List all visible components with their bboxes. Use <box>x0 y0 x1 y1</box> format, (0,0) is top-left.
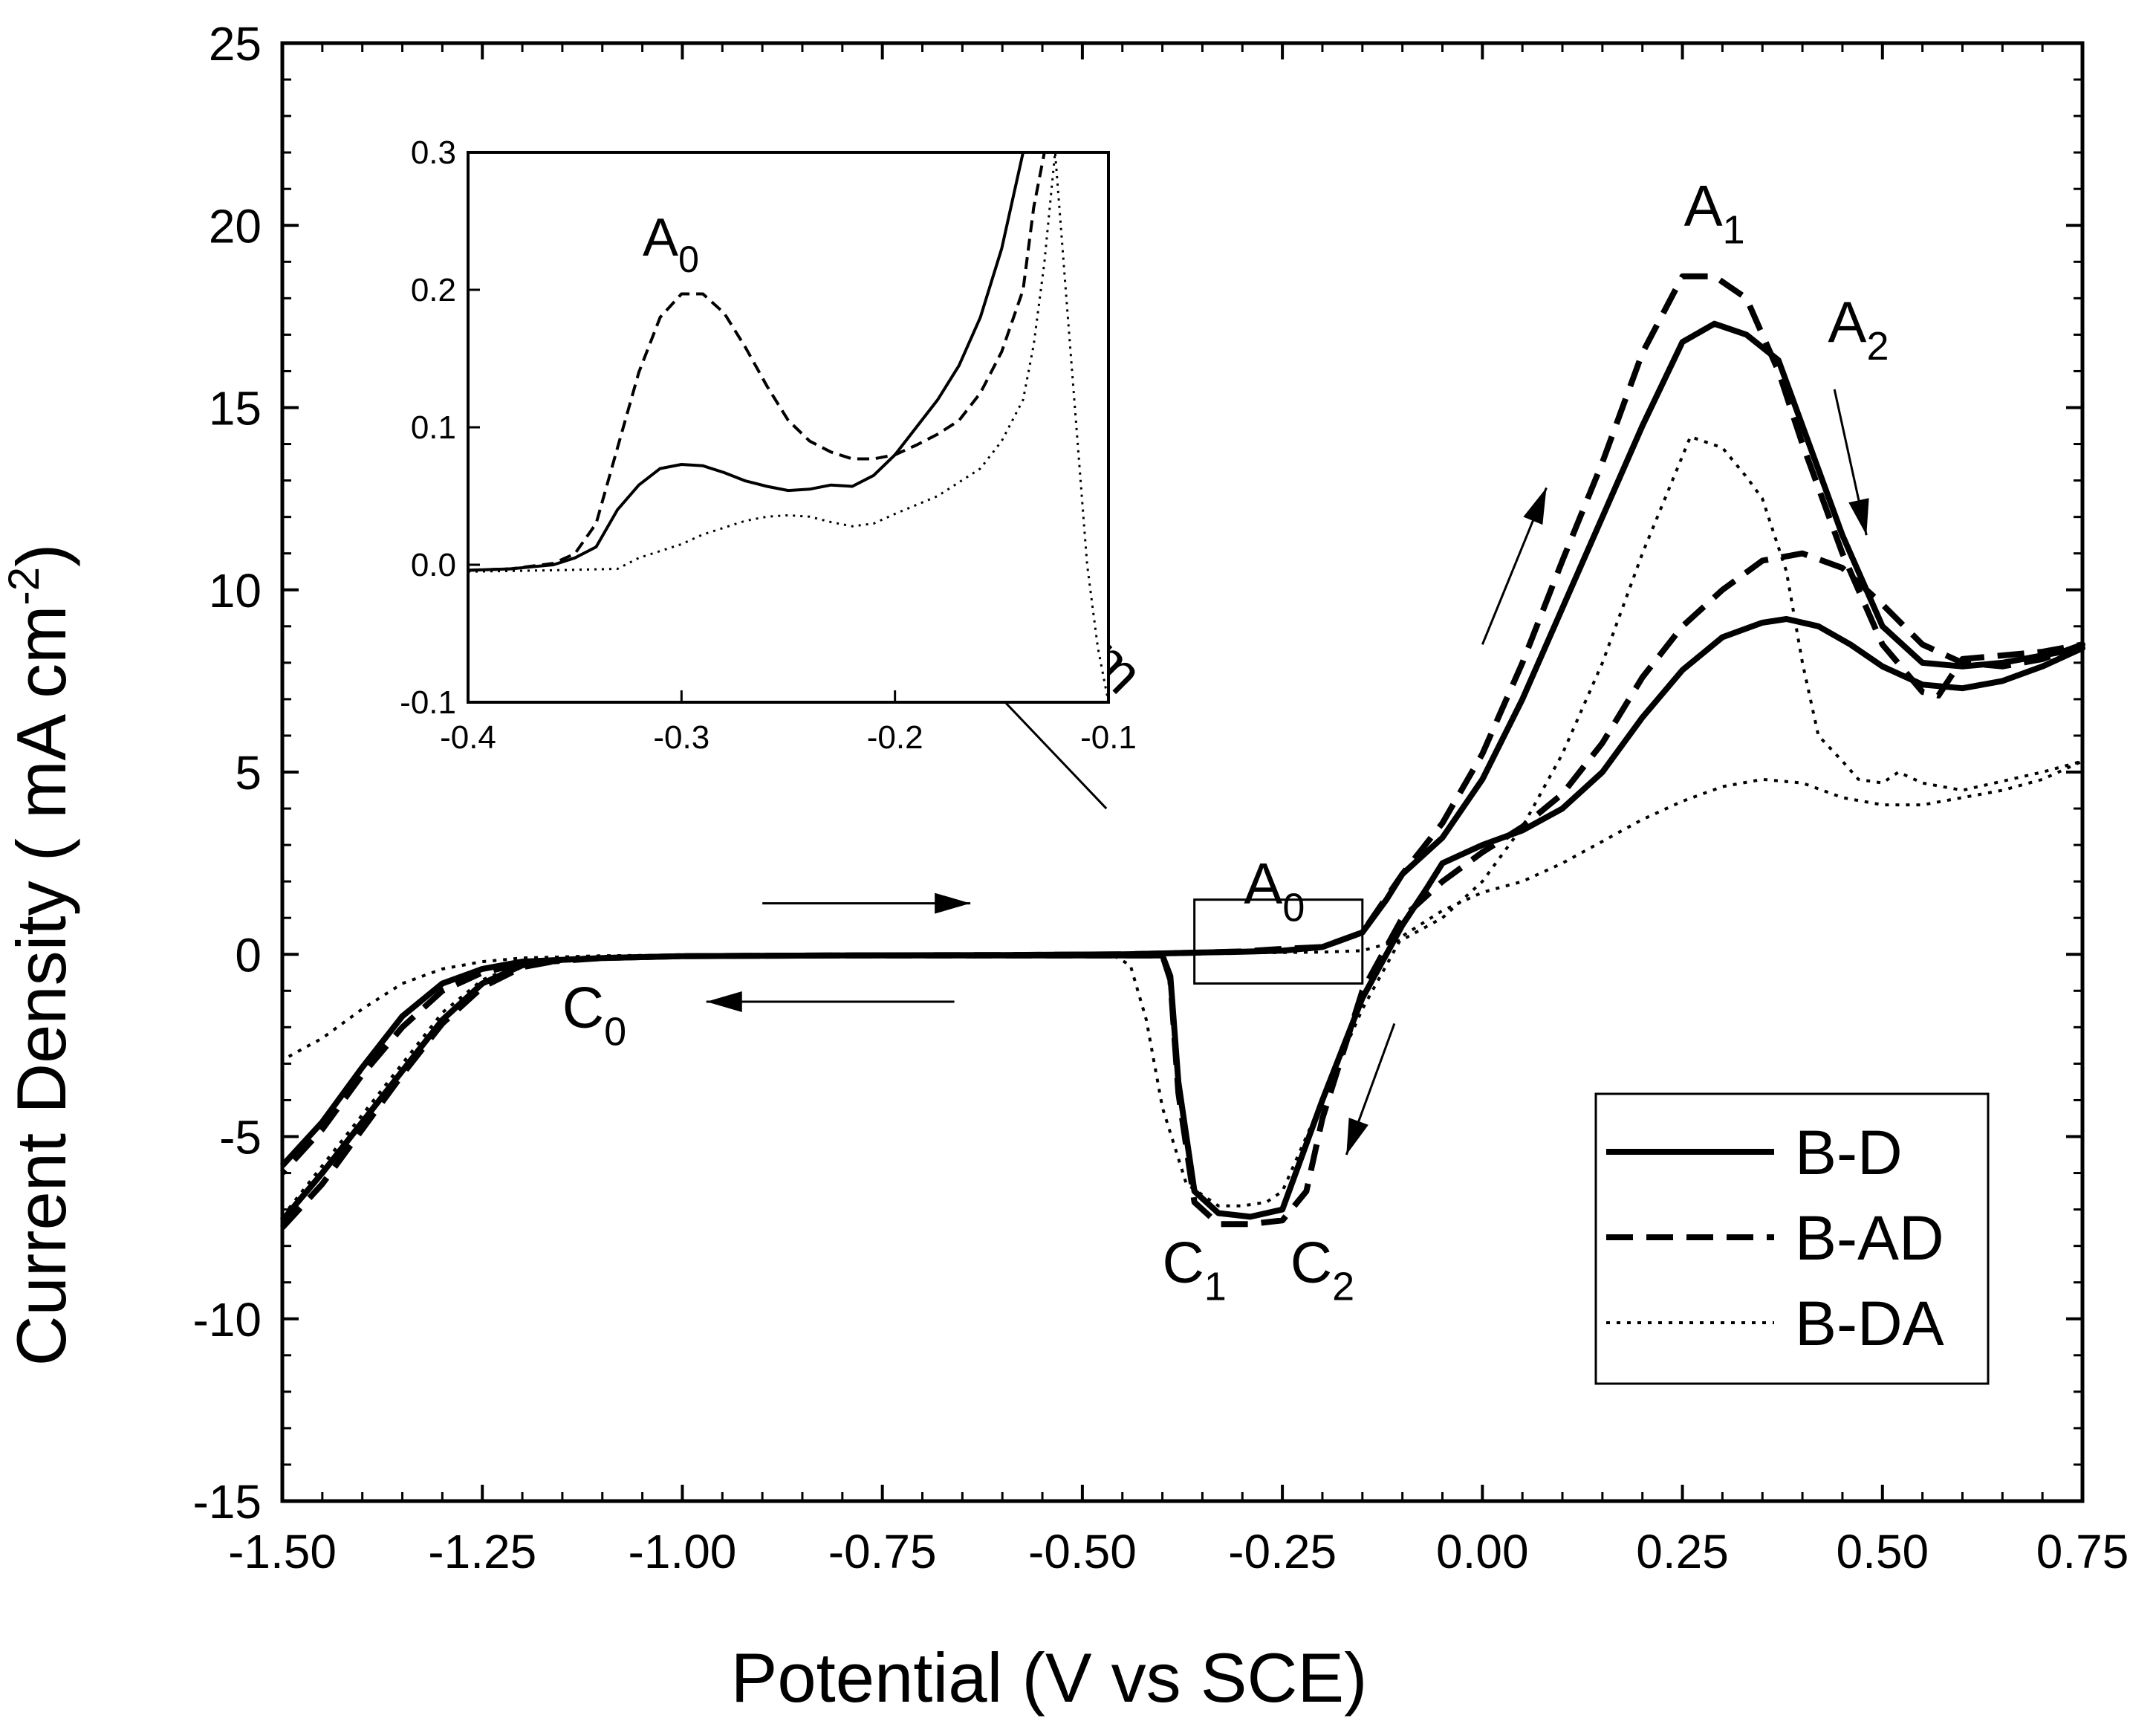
inset-plot-frame <box>467 151 1110 704</box>
y-tick-label: 15 <box>209 382 262 435</box>
y-tick-label: -5 <box>219 1111 262 1164</box>
main-plot-frame <box>280 41 2085 1503</box>
main-tick-labels: -1.50 -1.25 -1.00 -0.75 -0.50 -0.25 0.00 0.25 0.… <box>193 17 2129 1578</box>
inset-y-tick-label: 0.3 <box>411 135 456 171</box>
legend-label-b-da: B-DA <box>1795 1289 1944 1358</box>
peak-label-c0: C0 <box>562 974 626 1054</box>
inset-peak-label-a0: A0 <box>643 208 699 280</box>
y-tick-label: 0 <box>235 928 262 982</box>
peak-label-a2: A2 <box>1828 289 1889 369</box>
peak-label-c2: C2 <box>1290 1230 1354 1309</box>
arrow-reverse-scan <box>706 991 955 1013</box>
peak-label-a0: A0 <box>1244 851 1305 930</box>
main-ticks <box>281 42 2084 1503</box>
zoom-region-box <box>1193 898 1364 985</box>
arrow-anodic-fall <box>1833 389 1869 536</box>
y-tick-label: -15 <box>193 1475 262 1529</box>
x-tick-label: -0.50 <box>1028 1525 1137 1578</box>
y-tick-label: 20 <box>209 199 262 253</box>
legend-label-b-d: B-D <box>1795 1118 1903 1187</box>
inset-x-tick-label: -0.2 <box>867 719 923 756</box>
legend: B-D B-AD B-DA <box>1594 1092 1990 1385</box>
arrow-cathodic <box>1345 1023 1396 1156</box>
x-tick-label: -1.50 <box>228 1525 337 1578</box>
x-axis-label: Potential (V vs SCE) <box>731 1639 1368 1717</box>
inset-y-tick-label: -0.1 <box>400 684 456 721</box>
inset-series-b-da <box>467 151 1110 703</box>
inset-series-b-ad <box>467 152 1046 572</box>
legend-label-b-ad: B-AD <box>1795 1203 1944 1273</box>
x-tick-label: -0.75 <box>828 1525 937 1578</box>
x-tick-label: 0.50 <box>1836 1525 1929 1578</box>
y-tick-label: -10 <box>193 1293 262 1347</box>
arrow-anodic-rise <box>1481 487 1548 645</box>
y-axis-label: Current Density ( mA cm-2) <box>0 544 80 1367</box>
arrow-forward-scan <box>762 892 971 914</box>
y-tick-label: 5 <box>235 746 262 800</box>
x-tick-label: 0.00 <box>1436 1525 1529 1578</box>
inset-background <box>468 152 1108 702</box>
inset-annotations: A0 <box>643 208 699 280</box>
x-tick-label: 0.25 <box>1636 1525 1729 1578</box>
inset-series <box>467 151 1110 703</box>
inset-x-tick-label: -0.4 <box>440 719 496 756</box>
y-tick-label: 10 <box>209 564 262 618</box>
series-b-ad <box>280 273 2085 1230</box>
main-series <box>279 273 2085 1230</box>
peak-label-c1: C1 <box>1162 1230 1226 1309</box>
inset-x-tick-label: -0.3 <box>653 719 710 756</box>
x-tick-label: 0.75 <box>2036 1525 2129 1578</box>
inset-chart: -0.4 -0.3 -0.2 -0.1 -0.1 0.0 0.1 0.2 0.3 A0 <box>400 135 1137 756</box>
x-tick-label: -1.00 <box>629 1525 737 1578</box>
inset-series-b-d <box>467 152 1025 572</box>
x-tick-label: -0.25 <box>1228 1525 1337 1578</box>
inset-x-tick-label: -0.1 <box>1080 719 1137 756</box>
inset-y-tick-label: 0.2 <box>411 272 456 308</box>
y-tick-label: 25 <box>209 17 262 71</box>
inset-y-tick-label: 0.1 <box>411 409 456 446</box>
inset-y-tick-label: 0.0 <box>411 547 456 583</box>
x-tick-label: -1.25 <box>428 1525 536 1578</box>
inset-tick-labels: -0.4 -0.3 -0.2 -0.1 -0.1 0.0 0.1 0.2 0.3 <box>400 135 1137 756</box>
peak-label-a1: A1 <box>1684 172 1745 252</box>
